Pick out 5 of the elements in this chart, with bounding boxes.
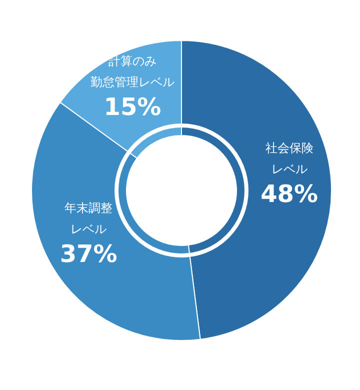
data-label: 15% — [104, 92, 162, 121]
data-label: 37% — [60, 240, 118, 268]
data-label: 48% — [260, 180, 318, 208]
slice-label: 年末調整レベル — [64, 200, 113, 236]
slice-label: 社会保険レベル — [265, 140, 314, 176]
